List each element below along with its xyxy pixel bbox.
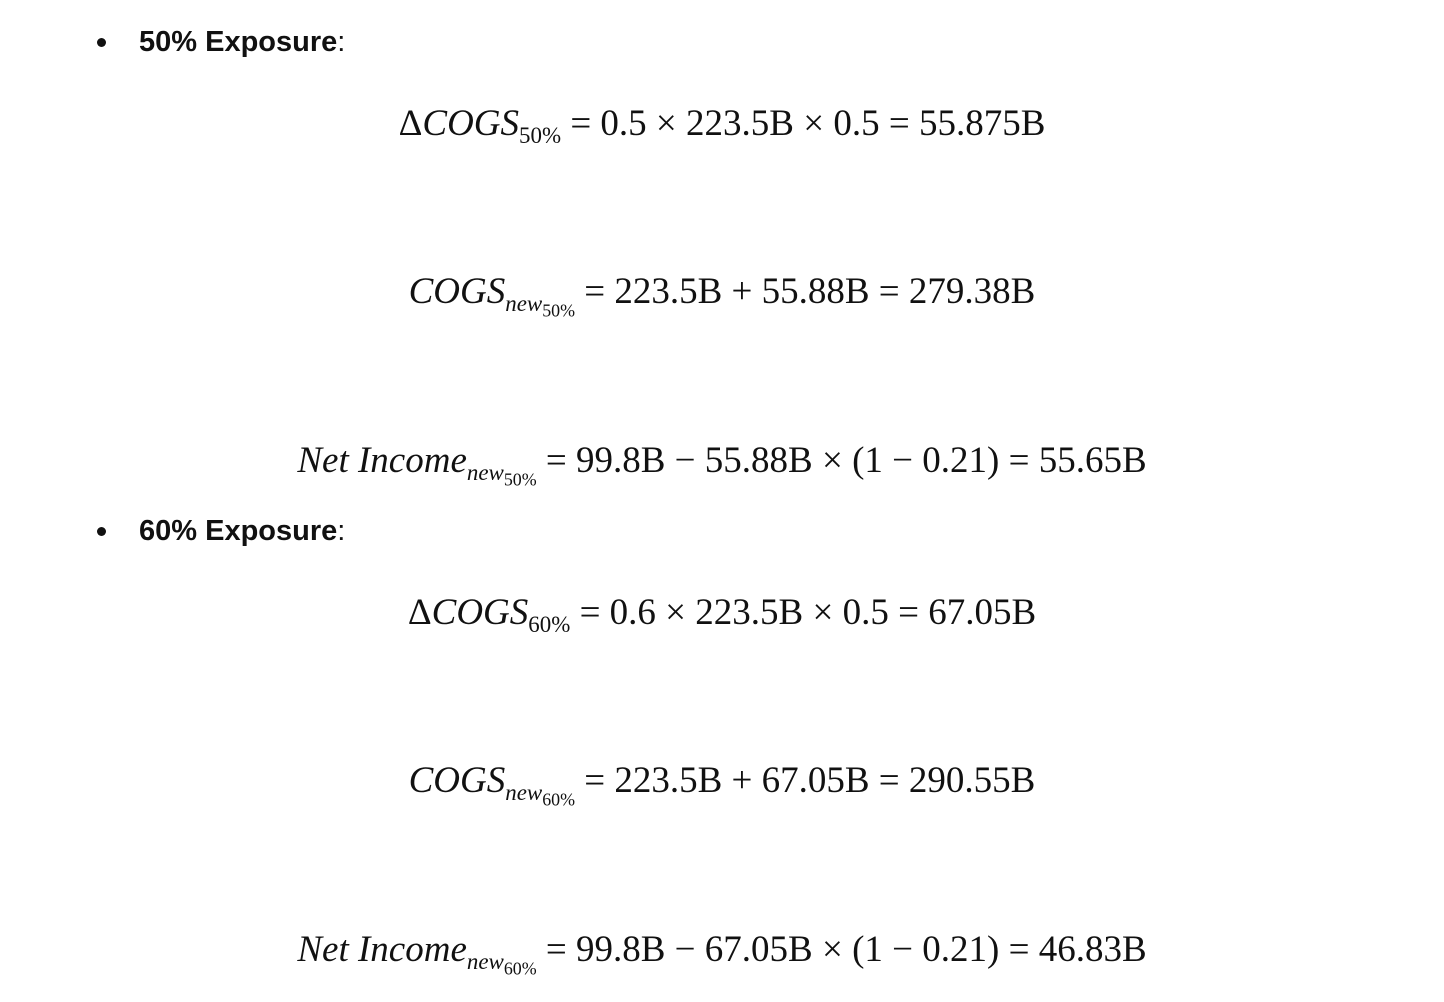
bullet-60-exposure: 60% Exposure: — [97, 511, 345, 551]
equation-net-income-50: Net Incomenew50% = 99.8B − 55.88B × (1 −… — [0, 440, 1444, 488]
equation-cogs-new-50: COGSnew50% = 223.5B + 55.88B = 279.38B — [0, 271, 1444, 319]
eq-rhs: = 0.5 × 223.5B × 0.5 = 55.875B — [561, 103, 1046, 144]
eq-subscript: new — [466, 460, 504, 486]
bullet-colon: : — [337, 25, 346, 58]
eq-rhs: = 0.6 × 223.5B × 0.5 = 67.05B — [570, 592, 1037, 633]
eq-variable: COGS — [431, 592, 529, 633]
delta-symbol: Δ — [407, 592, 432, 633]
eq-rhs: = 99.8B − 67.05B × (1 − 0.21) = 46.83B — [536, 929, 1147, 970]
eq-subsubscript: 60% — [542, 789, 575, 810]
delta-symbol: Δ — [398, 103, 423, 144]
eq-subsubscript: 60% — [503, 958, 537, 979]
equation-delta-cogs-60: ΔCOGS60% = 0.6 × 223.5B × 0.5 = 67.05B — [0, 592, 1444, 636]
eq-subscript: 60% — [528, 612, 571, 638]
eq-variable: COGS — [408, 760, 506, 801]
equation-net-income-60: Net Incomenew60% = 99.8B − 67.05B × (1 −… — [0, 929, 1444, 977]
eq-subscript: new — [505, 780, 543, 806]
eq-rhs: = 223.5B + 55.88B = 279.38B — [574, 271, 1036, 312]
equation-delta-cogs-50: ΔCOGS50% = 0.5 × 223.5B × 0.5 = 55.875B — [0, 103, 1444, 147]
eq-subscript: new — [466, 949, 504, 975]
eq-variable: COGS — [422, 103, 520, 144]
bullet-colon: : — [337, 514, 346, 547]
bullet-dot — [97, 526, 106, 536]
bullet-label: 60% Exposure — [139, 514, 338, 547]
eq-rhs: = 99.8B − 55.88B × (1 − 0.21) = 55.65B — [536, 440, 1147, 481]
eq-subscript: 50% — [519, 123, 562, 149]
bullet-dot — [97, 37, 106, 47]
eq-subsubscript: 50% — [503, 469, 537, 490]
eq-variable: Net Income — [297, 929, 467, 970]
bullet-50-exposure: 50% Exposure: — [97, 22, 345, 62]
bullet-label: 50% Exposure — [139, 25, 338, 58]
eq-subscript: new — [505, 291, 543, 317]
equation-cogs-new-60: COGSnew60% = 223.5B + 67.05B = 290.55B — [0, 760, 1444, 808]
eq-subsubscript: 50% — [542, 300, 575, 321]
eq-variable: Net Income — [297, 440, 467, 481]
eq-rhs: = 223.5B + 67.05B = 290.55B — [574, 760, 1036, 801]
eq-variable: COGS — [408, 271, 506, 312]
